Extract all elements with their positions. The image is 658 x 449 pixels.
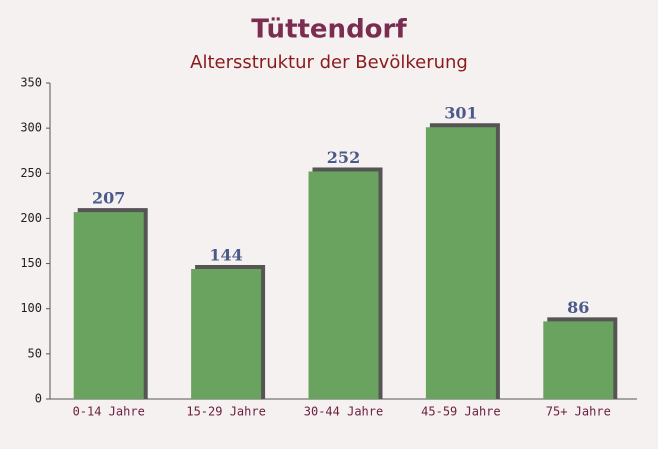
value-label: 252 (327, 148, 360, 167)
chart-subtitle: Altersstruktur der Bevölkerung (190, 52, 468, 73)
bar (543, 321, 614, 399)
x-tick-label: 45-59 Jahre (421, 405, 500, 419)
x-tick-label: 30-44 Jahre (304, 405, 383, 419)
value-label: 86 (567, 298, 589, 317)
chart-title: Tüttendorf (251, 15, 407, 45)
bar (308, 171, 379, 399)
y-tick-label: 250 (20, 166, 42, 180)
value-label: 207 (92, 189, 125, 208)
bar (425, 127, 496, 400)
y-tick-label: 100 (20, 301, 42, 315)
y-tick-label: 50 (28, 346, 42, 360)
y-tick-label: 0 (35, 392, 42, 406)
x-tick-label: 15-29 Jahre (186, 405, 265, 419)
x-tick-label: 0-14 Jahre (73, 405, 145, 419)
value-label: 301 (444, 104, 477, 123)
y-tick-label: 300 (20, 121, 42, 135)
y-tick-label: 350 (20, 76, 42, 90)
bar (73, 212, 144, 399)
y-tick-label: 200 (20, 211, 42, 225)
value-label: 144 (209, 245, 242, 264)
x-tick-label: 75+ Jahre (546, 405, 611, 419)
y-tick-label: 150 (20, 256, 42, 270)
bar (191, 268, 262, 399)
